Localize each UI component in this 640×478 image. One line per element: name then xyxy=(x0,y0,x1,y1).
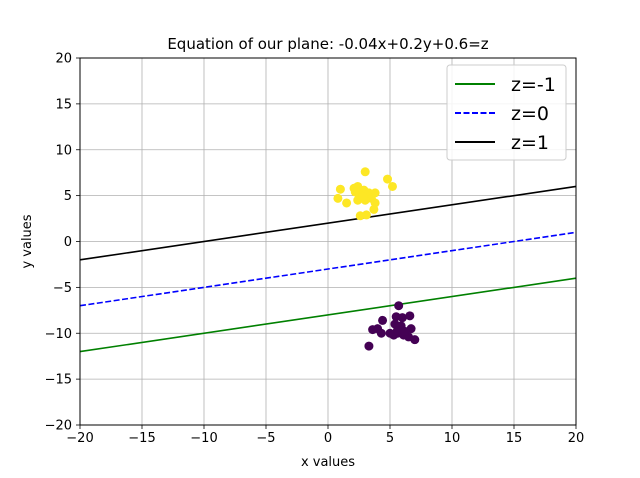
x-tick-label: −20 xyxy=(66,431,93,446)
legend-label: z=-1 xyxy=(511,74,556,96)
data-point xyxy=(405,311,415,321)
x-tick-label: 15 xyxy=(506,431,523,446)
data-point xyxy=(369,204,379,214)
data-point xyxy=(400,326,410,336)
chart-title: Equation of our plane: -0.04x+0.2y+0.6=z xyxy=(167,35,488,53)
x-tick-label: 20 xyxy=(568,431,585,446)
x-tick-label: −5 xyxy=(256,431,275,446)
data-point xyxy=(368,325,378,335)
data-point xyxy=(392,325,402,335)
legend-box xyxy=(446,64,567,161)
x-tick-label: −10 xyxy=(190,431,217,446)
x-tick-label: −15 xyxy=(128,431,155,446)
data-point xyxy=(335,184,345,194)
series-line xyxy=(79,231,577,307)
scatter-points xyxy=(333,167,420,351)
y-tick-label: 10 xyxy=(55,143,72,158)
y-axis-label: y values xyxy=(20,214,35,268)
legend-label: z=1 xyxy=(511,132,549,154)
data-point xyxy=(364,341,374,351)
y-tick-label: 5 xyxy=(64,189,72,204)
data-point xyxy=(387,181,397,191)
data-point xyxy=(378,315,388,325)
series-line xyxy=(79,185,577,261)
data-point xyxy=(361,210,371,220)
x-tick-label: 5 xyxy=(386,431,394,446)
x-tick-label: 0 xyxy=(324,431,332,446)
data-point xyxy=(358,192,368,202)
series-line xyxy=(79,277,577,353)
y-tick-label: 0 xyxy=(64,235,72,250)
data-point xyxy=(410,335,420,345)
data-point xyxy=(394,301,404,311)
data-point xyxy=(333,193,343,203)
y-tick-label: −15 xyxy=(45,373,72,388)
y-tick-label: 15 xyxy=(55,97,72,112)
data-point xyxy=(383,174,393,184)
y-tick-label: −20 xyxy=(45,419,72,434)
legend-label: z=0 xyxy=(511,103,549,125)
y-tick-label: −10 xyxy=(45,327,72,342)
axis-ticks: −20 −15 −10 −5 0 5 10 15 20 −20 −15 −10 −5 0 5 10 15 20 xyxy=(45,52,585,447)
data-point xyxy=(376,328,386,338)
legend: z=-1 z=0 z=1 xyxy=(446,64,567,161)
plane-lines xyxy=(79,185,577,353)
y-tick-label: 20 xyxy=(55,52,72,67)
x-axis-label: x values xyxy=(301,455,355,470)
y-tick-label: −5 xyxy=(53,281,72,296)
data-point xyxy=(342,198,352,208)
data-point xyxy=(350,187,360,197)
data-point xyxy=(360,167,370,177)
data-point xyxy=(397,313,407,323)
x-tick-label: 10 xyxy=(444,431,461,446)
